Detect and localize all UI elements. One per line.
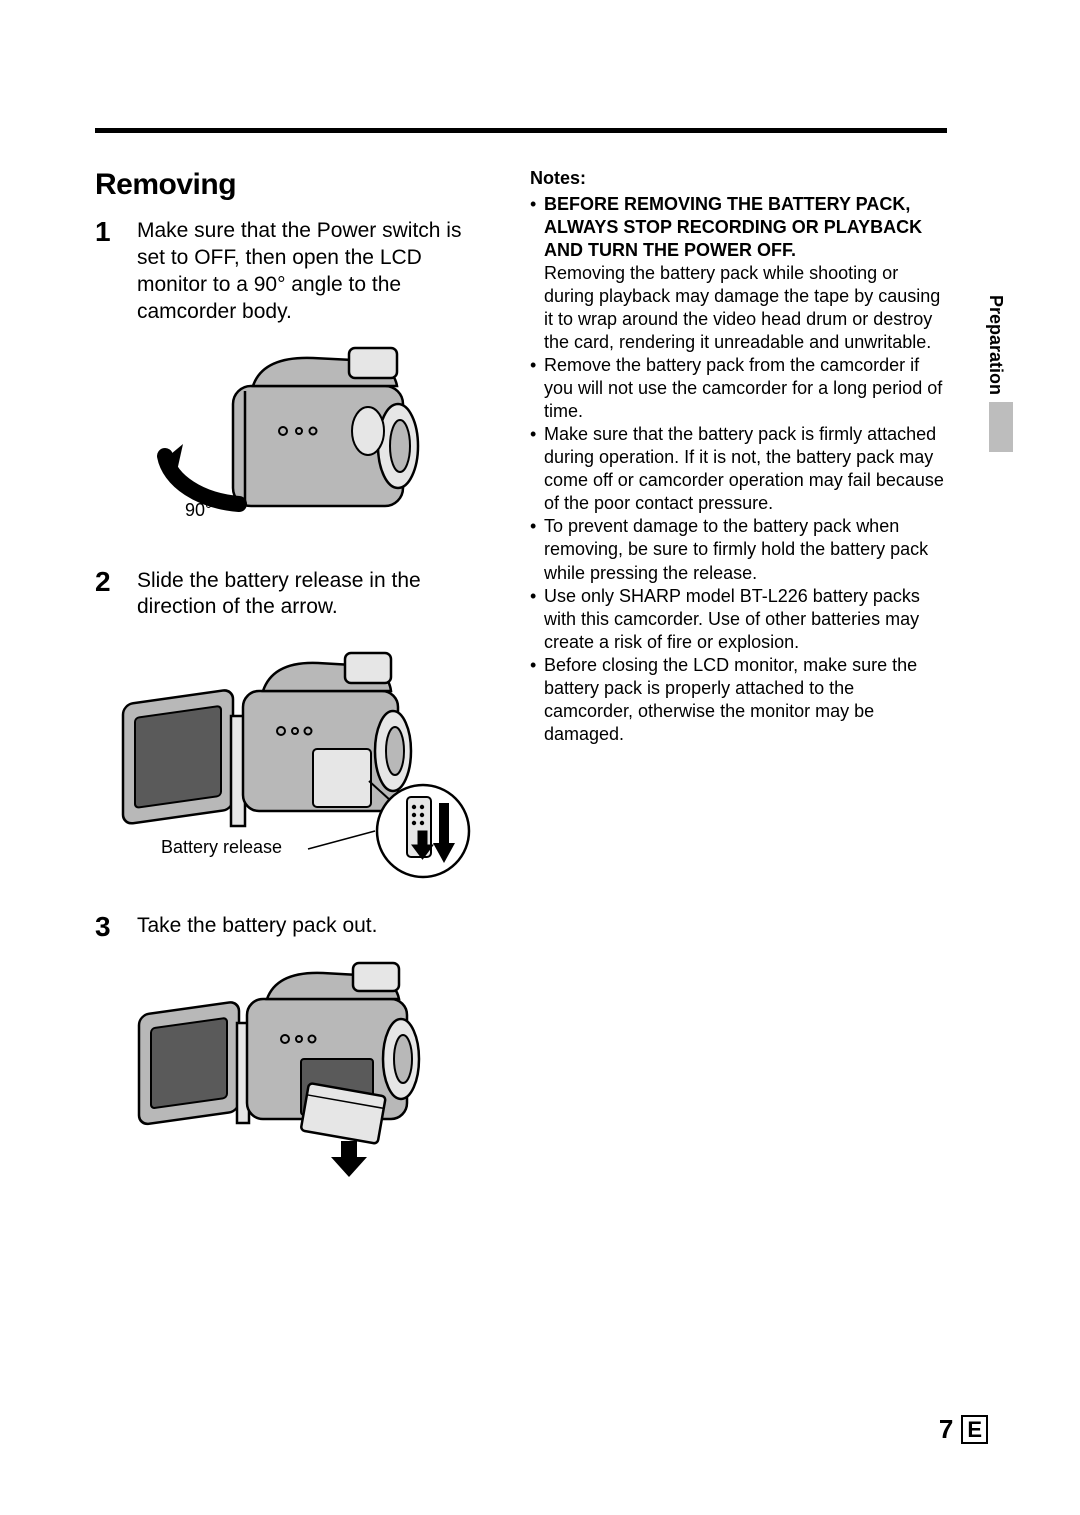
note-item: Before closing the LCD monitor, make sur… xyxy=(530,654,945,746)
content-columns: Removing 1 Make sure that the Power swit… xyxy=(95,168,947,1203)
note-tail-text: Removing the battery pack while shooting… xyxy=(544,263,940,352)
illustration-2: Battery release xyxy=(95,631,490,891)
right-column: Notes: BEFORE REMOVING THE BATTERY PACK,… xyxy=(530,168,945,1203)
step-list: 1 Make sure that the Power switch is set… xyxy=(95,218,490,1181)
note-text: Remove the battery pack from the camcord… xyxy=(544,355,942,421)
note-item: Use only SHARP model BT-L226 battery pac… xyxy=(530,585,945,654)
page-number-letter: E xyxy=(961,1415,988,1444)
camcorder-open-release-icon: Battery release xyxy=(113,631,473,891)
manual-page: Preparation Removing 1 Make sure that th… xyxy=(0,0,1080,1515)
step-number: 2 xyxy=(95,568,117,622)
note-text: Use only SHARP model BT-L226 battery pac… xyxy=(544,586,920,652)
section-label: Preparation xyxy=(985,295,1006,395)
notes-list: BEFORE REMOVING THE BATTERY PACK, ALWAYS… xyxy=(530,193,945,746)
page-heading: Removing xyxy=(95,168,490,202)
note-item: To prevent damage to the battery pack wh… xyxy=(530,515,945,584)
note-text: Make sure that the battery pack is firml… xyxy=(544,424,944,513)
page-number: 7 E xyxy=(939,1414,988,1445)
step-3: 3 Take the battery pack out. xyxy=(95,913,490,941)
top-rule xyxy=(95,128,947,133)
step-text: Slide the battery release in the directi… xyxy=(137,568,490,622)
camcorder-battery-out-icon xyxy=(133,951,453,1181)
angle-label: 90° xyxy=(185,500,212,520)
step-2: 2 Slide the battery release in the direc… xyxy=(95,568,490,622)
left-column: Removing 1 Make sure that the Power swit… xyxy=(95,168,490,1203)
step-text: Make sure that the Power switch is set t… xyxy=(137,218,490,326)
notes-heading: Notes: xyxy=(530,168,945,189)
page-number-digit: 7 xyxy=(939,1414,953,1445)
step-number: 3 xyxy=(95,913,117,941)
note-text: To prevent damage to the battery pack wh… xyxy=(544,516,928,582)
step-number: 1 xyxy=(95,218,117,326)
illustration-1: 90° xyxy=(95,336,490,546)
section-tab xyxy=(989,402,1013,452)
note-bold-text: BEFORE REMOVING THE BATTERY PACK, ALWAYS… xyxy=(544,194,922,260)
note-text: Before closing the LCD monitor, make sur… xyxy=(544,655,917,744)
note-item: Remove the battery pack from the camcord… xyxy=(530,354,945,423)
illustration-3 xyxy=(95,951,490,1181)
note-item: BEFORE REMOVING THE BATTERY PACK, ALWAYS… xyxy=(530,193,945,354)
camcorder-closed-icon: 90° xyxy=(153,336,433,546)
battery-release-label: Battery release xyxy=(161,837,282,857)
step-1: 1 Make sure that the Power switch is set… xyxy=(95,218,490,326)
note-item: Make sure that the battery pack is firml… xyxy=(530,423,945,515)
step-text: Take the battery pack out. xyxy=(137,913,490,941)
